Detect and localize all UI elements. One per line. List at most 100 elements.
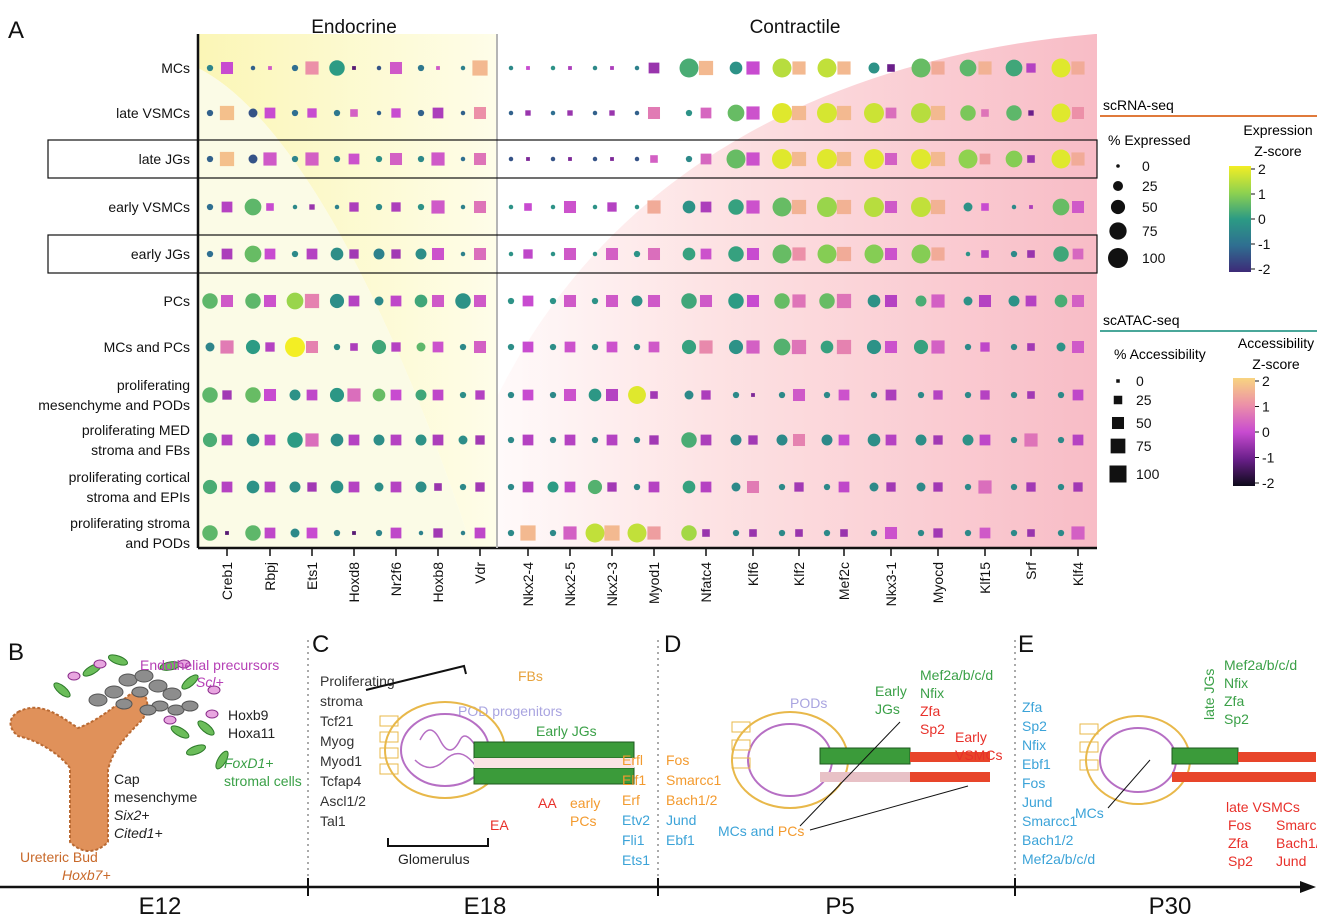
atac-square	[1071, 200, 1085, 214]
column-label: Srf	[1023, 562, 1039, 580]
row-label: mesenchyme and PODs	[38, 397, 190, 413]
panel-label-e: E	[1018, 631, 1034, 658]
atac-square	[389, 61, 403, 75]
tf-label: Bach1/2	[1276, 835, 1317, 851]
atac-square	[792, 294, 806, 308]
early-vsmcs-label-2: VSMCs	[955, 747, 1002, 763]
atac-square	[648, 62, 660, 74]
atac-square	[647, 526, 661, 540]
rna-dot	[963, 296, 973, 306]
atac-square	[563, 526, 577, 540]
rna-dot	[681, 293, 697, 309]
atac-square	[1025, 295, 1037, 307]
legend-atac-size-label: 25	[1136, 392, 1152, 408]
atac-square	[700, 107, 712, 119]
atac-square	[1027, 155, 1035, 163]
tf-label: Zfa	[1228, 835, 1248, 851]
column-label: Klf2	[791, 562, 807, 586]
rna-dot	[591, 297, 599, 305]
rna-dot	[776, 434, 788, 446]
panel-e: E Zfa Sp2 Nfix Ebf1 Fos Jund Smarcc1 Bach1/2 Mef…	[1018, 631, 1317, 869]
rna-dot	[375, 529, 383, 537]
atac-square	[838, 434, 850, 446]
atac-square	[563, 200, 577, 214]
tf-label: Ebf1	[666, 832, 695, 848]
atac-square	[981, 109, 989, 117]
rna-dot	[508, 204, 514, 210]
rna-dot	[681, 339, 697, 355]
atac-square	[220, 294, 234, 308]
rna-dot	[507, 343, 515, 351]
rna-dot	[634, 204, 640, 210]
cited1-label: Cited1+	[114, 825, 163, 841]
rna-dot	[549, 391, 557, 399]
rna-dot	[330, 247, 344, 261]
early-pcs-label-2: PCs	[570, 813, 596, 829]
atac-square	[610, 157, 614, 161]
atac-square	[840, 529, 848, 537]
column-label: Hoxd8	[346, 562, 362, 603]
rna-dot	[460, 156, 466, 162]
column-label: Klf4	[1070, 562, 1086, 586]
rna-dot	[587, 479, 603, 495]
ea-label: EA	[490, 817, 509, 833]
rna-dot	[1005, 150, 1023, 168]
atac-square	[475, 435, 485, 445]
atac-square	[432, 389, 444, 401]
proliferating-stroma-list-item: Tcf21	[320, 713, 354, 729]
atac-square	[980, 390, 990, 400]
atac-square	[264, 248, 276, 260]
rna-dot	[245, 525, 261, 541]
atac-square	[700, 481, 712, 493]
row-label: late JGs	[139, 151, 190, 167]
tf-label: Mef2a/b/c/d	[1224, 657, 1297, 673]
row-label: early VSMCs	[108, 199, 190, 215]
row-label: stroma and FBs	[91, 442, 190, 458]
rna-dot	[730, 434, 742, 446]
atac-square	[746, 247, 760, 261]
atac-square	[268, 66, 272, 70]
rna-dot	[206, 155, 214, 163]
tf-label: Ebf1	[1022, 756, 1051, 772]
atac-square	[526, 157, 530, 161]
proliferating-stroma-list-item: Myog	[320, 733, 354, 749]
dot-matrix	[202, 58, 1085, 543]
rna-dot	[244, 198, 262, 216]
rna-dot	[820, 340, 834, 354]
atac-square	[1024, 433, 1038, 447]
rna-dot	[772, 149, 792, 169]
column-label: Nkx2-4	[520, 562, 536, 607]
atac-square	[390, 434, 402, 446]
atac-square	[836, 339, 852, 355]
rna-dot	[1010, 391, 1018, 399]
rna-dot	[415, 248, 427, 260]
rna-dot	[418, 530, 424, 536]
rna-dot	[732, 391, 740, 399]
panel-a-axes	[196, 34, 1097, 550]
atac-square	[647, 106, 661, 120]
row-label: and PODs	[125, 535, 190, 551]
ureteric-bud-shape	[9, 686, 149, 852]
rna-dot	[329, 60, 345, 76]
atac-square	[568, 157, 572, 161]
atac-square	[837, 61, 851, 75]
rna-dot	[631, 295, 643, 307]
rna-dot	[911, 149, 931, 169]
legend-atac-size-square	[1116, 379, 1120, 383]
legend-atac-size-label: 50	[1136, 415, 1152, 431]
rna-dot	[911, 197, 931, 217]
endothelial-cells	[67, 659, 221, 725]
rna-dot	[778, 483, 786, 491]
atac-square	[1027, 250, 1035, 258]
atac-square	[431, 152, 445, 166]
atac-square	[1071, 61, 1085, 75]
colorbar-tick-label: 1	[1258, 186, 1266, 202]
atac-square	[219, 151, 235, 167]
mcs-label-e: MCs	[1075, 805, 1104, 821]
stroma-bracket	[365, 664, 467, 691]
atac-square	[700, 434, 712, 446]
rna-dot	[682, 480, 696, 494]
atac-square	[930, 151, 946, 167]
rna-dot	[372, 388, 386, 402]
atac-square	[792, 61, 806, 75]
